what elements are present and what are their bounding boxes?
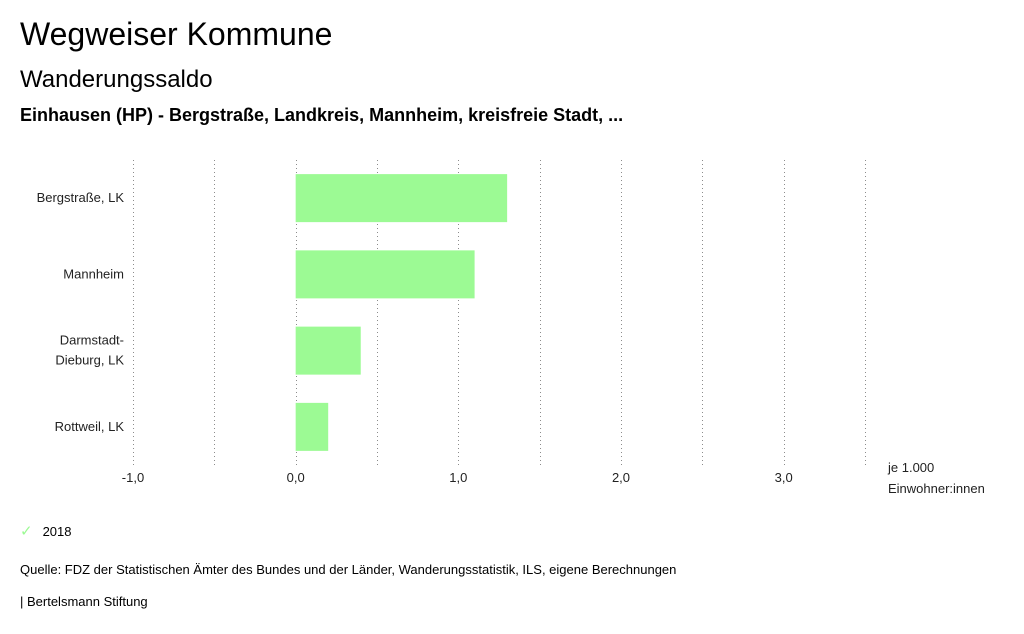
bar-series bbox=[295, 174, 508, 451]
unit-label: je 1.000 Einwohner:innen bbox=[887, 460, 985, 496]
legend-label-2018: 2018 bbox=[42, 523, 72, 539]
bar[interactable] bbox=[295, 326, 361, 375]
bar[interactable] bbox=[295, 174, 508, 223]
bar[interactable] bbox=[295, 402, 329, 451]
category-labels: Bergstraße, LK Mannheim Darmstadt- Dieburg,… bbox=[37, 190, 125, 434]
category-label: Mannheim bbox=[63, 266, 124, 281]
x-tick-label: 2,0 bbox=[612, 470, 630, 485]
unit-label-line: Einwohner:innen bbox=[888, 481, 985, 496]
x-tick-label: 1,0 bbox=[449, 470, 467, 485]
x-tick-label: 0,0 bbox=[287, 470, 305, 485]
legend[interactable]: ✓ 2018 bbox=[20, 522, 72, 540]
region-selection-label[interactable]: Einhausen (HP) - Bergstraße, Landkreis, … bbox=[20, 105, 624, 125]
unit-label-line: je 1.000 bbox=[887, 460, 934, 475]
check-icon[interactable]: ✓ bbox=[20, 523, 33, 540]
category-label: Dieburg, LK bbox=[55, 353, 124, 368]
category-label: Bergstraße, LK bbox=[37, 190, 125, 205]
grid-lines bbox=[133, 160, 866, 465]
brand-label: | Bertelsmann Stiftung bbox=[20, 594, 148, 609]
category-label: Darmstadt- bbox=[60, 333, 124, 348]
chart-subtitle: Wanderungssaldo bbox=[20, 66, 213, 93]
x-tick-label: 3,0 bbox=[775, 470, 793, 485]
x-tick-labels: -1,0 0,0 1,0 2,0 3,0 bbox=[122, 470, 793, 485]
source-note: Quelle: FDZ der Statistischen Ämter des … bbox=[20, 562, 677, 577]
bar[interactable] bbox=[295, 250, 475, 299]
page-title: Wegweiser Kommune bbox=[20, 16, 333, 52]
bar-chart: Bergstraße, LK Mannheim Darmstadt- Dieburg,… bbox=[37, 160, 985, 496]
category-label: Rottweil, LK bbox=[55, 419, 125, 434]
x-tick-label: -1,0 bbox=[122, 470, 144, 485]
